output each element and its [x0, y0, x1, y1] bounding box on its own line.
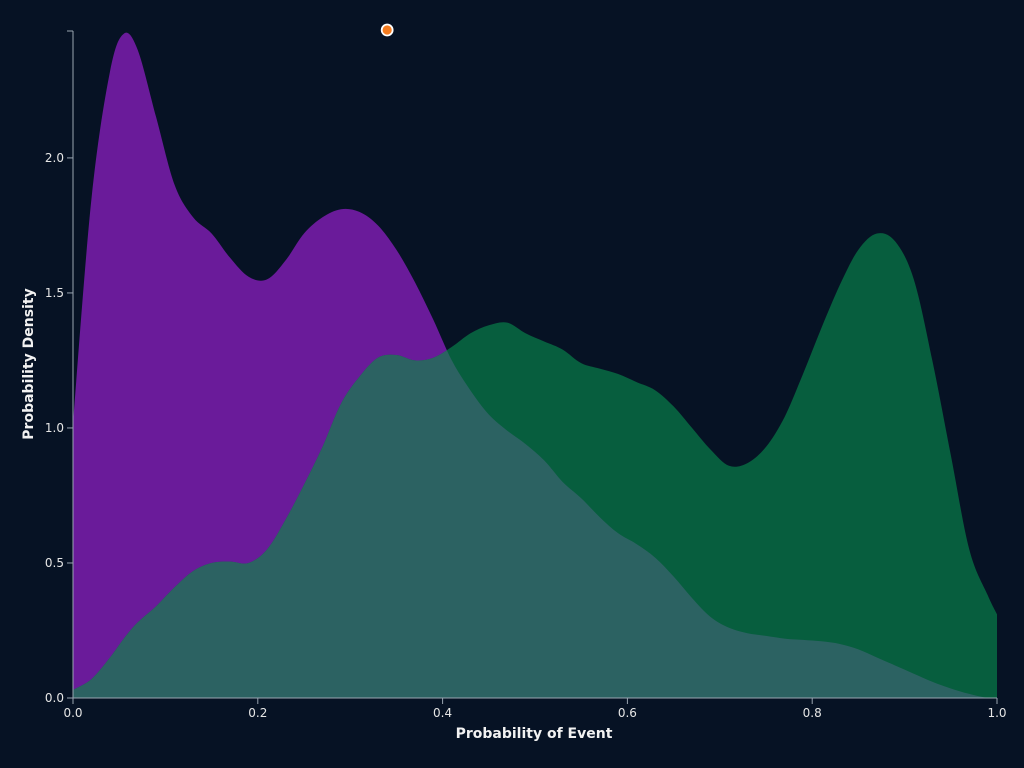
- x-ticks: 0.0 0.2 0.4 0.6 0.8 1.0: [63, 698, 1007, 720]
- plot-area: [73, 32, 997, 699]
- y-ticks: 0.0 0.5 1.0 1.5 2.0: [45, 30, 73, 705]
- x-axis: 0.0 0.2 0.4 0.6 0.8 1.0: [63, 697, 1007, 720]
- y-tick-label: 2.0: [45, 151, 64, 165]
- y-tick-label: 0.0: [45, 691, 64, 705]
- cursor-marker-handle[interactable]: [380, 23, 394, 37]
- x-tick-label: 0.2: [248, 706, 267, 720]
- x-tick-label: 0.0: [63, 706, 82, 720]
- x-tick-label: 0.4: [433, 706, 452, 720]
- y-axis-title: Probability Density: [21, 288, 37, 439]
- x-axis-title: Probability of Event: [456, 726, 613, 742]
- x-tick-label: 1.0: [987, 706, 1006, 720]
- y-tick-label: 1.0: [45, 421, 64, 435]
- x-tick-label: 0.8: [803, 706, 822, 720]
- y-tick-label: 0.5: [45, 556, 64, 570]
- cursor-marker[interactable]: [380, 23, 394, 699]
- y-axis: 0.0 0.5 1.0 1.5 2.0: [45, 30, 74, 705]
- x-tick-label: 0.6: [618, 706, 637, 720]
- y-tick-label: 1.5: [45, 286, 64, 300]
